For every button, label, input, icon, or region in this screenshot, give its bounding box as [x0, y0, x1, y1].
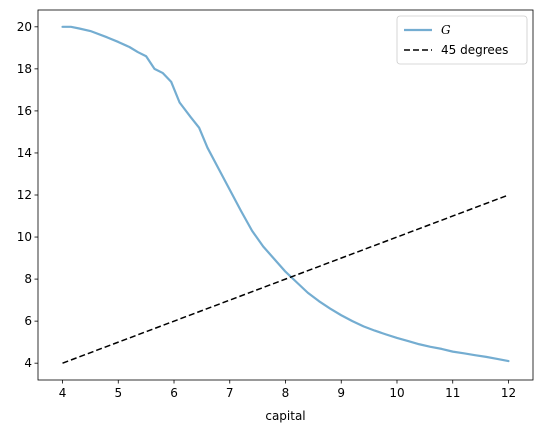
y-tick-label: 12	[17, 188, 32, 202]
x-tick-label: 11	[445, 386, 460, 400]
ticks: 4 5 6 7 8 9 10 11 12 4 6 8 10 12 14 16 18 20	[17, 20, 516, 400]
y-tick-label: 20	[17, 20, 32, 34]
x-tick-label: 6	[170, 386, 178, 400]
y-tick-label: 14	[17, 146, 32, 160]
y-tick-label: 16	[17, 104, 32, 118]
y-tick-label: 10	[17, 230, 32, 244]
y-tick-label: 6	[24, 314, 32, 328]
x-tick-label: 8	[282, 386, 290, 400]
legend-box	[396, 15, 528, 65]
y-tick-label: 18	[17, 62, 32, 76]
series-line-g	[61, 25, 510, 363]
series-line-45-degrees	[62, 194, 509, 364]
x-tick-label: 4	[59, 386, 67, 400]
legend-label-45-degrees: 45 degrees	[441, 43, 508, 57]
x-axis-label: capital	[265, 409, 305, 423]
legend-label-g: G	[441, 23, 451, 37]
x-tick-label: 10	[389, 386, 404, 400]
x-tick-label: 9	[337, 386, 345, 400]
y-tick-label: 4	[24, 356, 32, 370]
plot-area	[61, 25, 510, 364]
legend: G 45 degrees	[396, 15, 528, 65]
x-tick-label: 7	[226, 386, 234, 400]
y-tick-label: 8	[24, 272, 32, 286]
x-tick-label: 5	[114, 386, 122, 400]
x-tick-label: 12	[501, 386, 516, 400]
